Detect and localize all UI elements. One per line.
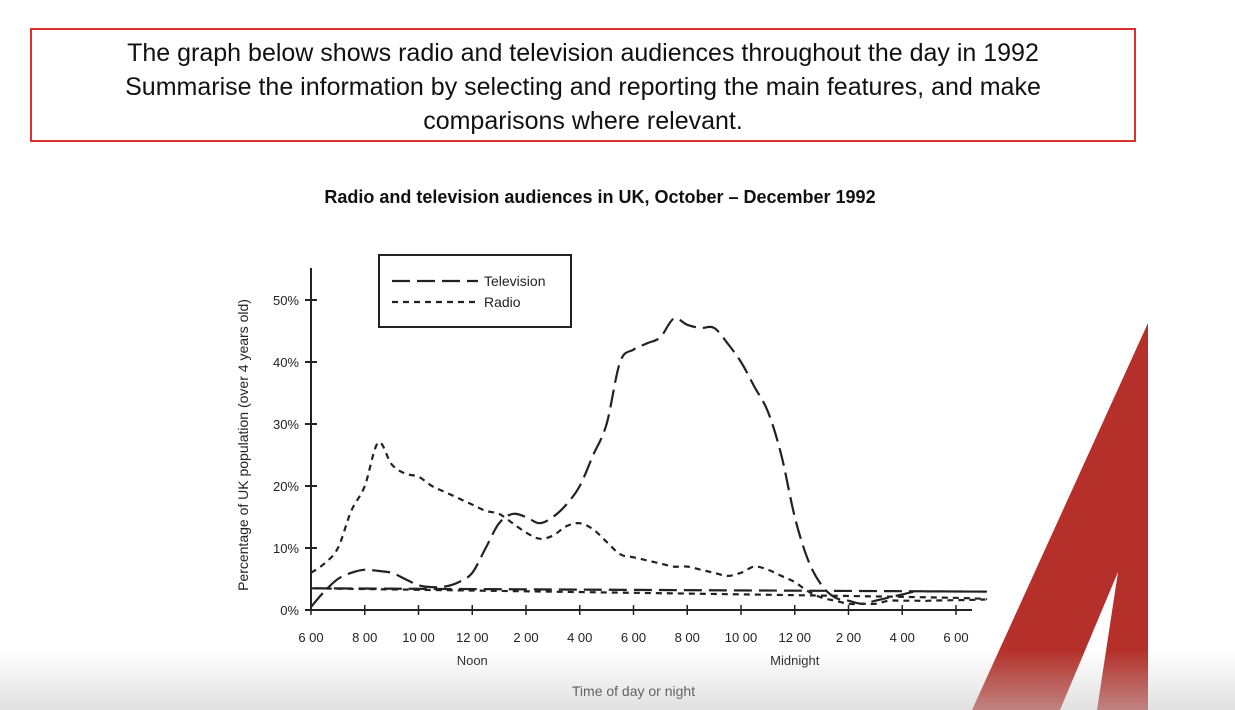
y-tick-label: 10% — [273, 541, 299, 556]
x-tick-label: 12 00 — [456, 630, 489, 645]
prompt-line-1: The graph below shows radio and televisi… — [127, 39, 1039, 67]
x-tick-label: 10 00 — [402, 630, 435, 645]
legend-label-television: Television — [484, 273, 545, 289]
legend-box — [378, 254, 572, 328]
x-tick-label: 6 00 — [621, 630, 646, 645]
series-line-radio — [310, 441, 987, 606]
x-tick-label: 8 00 — [352, 630, 377, 645]
logo-slash-shape — [972, 323, 1148, 710]
chart-title: Radio and television audiences in UK, Oc… — [324, 187, 876, 207]
legend-label-radio: Radio — [484, 294, 521, 310]
y-tick-label: 0% — [280, 603, 299, 618]
x-sublabel: Noon — [457, 653, 488, 668]
x-tick-label: 2 00 — [836, 630, 861, 645]
y-axis-title: Percentage of UK population (over 4 year… — [235, 299, 251, 591]
x-tick-label: 4 00 — [567, 630, 592, 645]
series-line-television — [310, 317, 987, 608]
y-tick-label: 20% — [273, 479, 299, 494]
prompt-line-2: Summarise the information by selecting a… — [125, 73, 1041, 101]
chart-legend: Television Radio — [378, 254, 572, 328]
x-sublabel: Midnight — [770, 653, 820, 668]
x-axis-title: Time of day or night — [572, 683, 695, 699]
y-tick-label: 40% — [273, 355, 299, 370]
x-tick-label: 4 00 — [890, 630, 915, 645]
y-tick-label: 30% — [273, 417, 299, 432]
x-tick-label: 6 00 — [298, 630, 323, 645]
chart-series — [310, 317, 987, 608]
chart-axes: 0% 10% 20% 30% 40% 50% 6 00 8 00 10 00 12 00 2 00 4… — [235, 268, 972, 699]
x-tick-label: 8 00 — [675, 630, 700, 645]
y-tick-label: 50% — [273, 293, 299, 308]
x-tick-label: 6 00 — [943, 630, 968, 645]
x-tick-label: 10 00 — [725, 630, 758, 645]
prompt-line-3: comparisons where relevant. — [423, 107, 743, 135]
x-tick-label: 12 00 — [778, 630, 811, 645]
task-prompt-box: The graph below shows radio and televisi… — [30, 28, 1136, 142]
x-tick-label: 2 00 — [513, 630, 538, 645]
brand-slash-logo-icon — [972, 323, 1148, 710]
